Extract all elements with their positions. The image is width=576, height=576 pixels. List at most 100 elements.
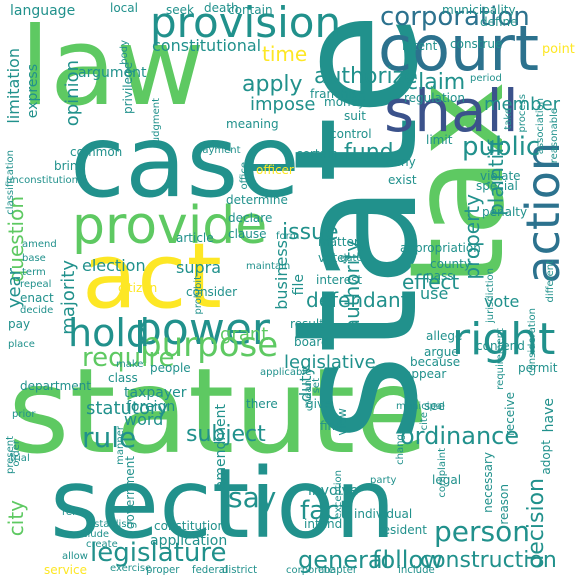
word-vote: vote [484, 292, 520, 311]
word-jurisdiction: jurisdiction [485, 268, 496, 323]
word-local: local [110, 1, 138, 15]
word-view: view [335, 408, 349, 436]
word-statutory: statutory [86, 398, 169, 419]
word-ordinance: ordinance [400, 422, 520, 450]
word-make: make [116, 359, 144, 370]
word-date: date [340, 253, 363, 264]
word-require: require [82, 343, 175, 373]
word-say: say [228, 481, 277, 514]
word-regulation: regulation [404, 91, 465, 105]
word-prohibit: prohibit [193, 276, 204, 315]
word-court: court [378, 12, 540, 85]
word-consider: consider [186, 285, 238, 299]
word-involve: involve [308, 483, 359, 499]
word-construction: construction [420, 548, 557, 573]
word-people: people [150, 361, 191, 375]
word-necessary: necessary [481, 452, 495, 513]
word-office: office [239, 162, 250, 190]
word-majority: majority [58, 260, 79, 335]
word-create: create [86, 539, 118, 550]
word-follow: follow [372, 546, 443, 574]
word-association: association [535, 98, 546, 155]
word-complaint: complaint [437, 448, 448, 498]
word-contain: contain [228, 3, 273, 17]
word-claim: claim [406, 70, 466, 95]
word-argue: argue [424, 345, 459, 359]
word-repeal: repeal [20, 279, 52, 290]
word-citizen: citizen [118, 281, 158, 295]
word-term: term [22, 267, 46, 278]
word-determine: determine [226, 193, 288, 207]
word-class: class [108, 371, 138, 385]
word-board: board [294, 335, 329, 349]
word-allege: allege [426, 329, 463, 343]
word-maintain: maintain [246, 261, 291, 272]
word-requirement: requirement [495, 328, 506, 390]
word-apply: apply [242, 72, 303, 97]
word-party: party [370, 475, 397, 486]
word-foreign: foreign [126, 399, 176, 415]
word-corporation: corporation [380, 2, 530, 32]
word-bring: bring [54, 159, 86, 173]
word-point: point [542, 42, 575, 57]
word-purpose: purpose [140, 325, 279, 365]
word-shall: shall [384, 77, 519, 145]
word-issue: issue [282, 220, 339, 245]
word-control: control [330, 127, 372, 141]
word-declare: declare [228, 211, 273, 225]
word-pass: pass [426, 269, 454, 283]
word-exist: exist [388, 173, 417, 187]
word-prior: prior [12, 409, 36, 420]
word-construe: construe [450, 37, 503, 51]
word-person: person [434, 515, 530, 548]
word-express: express [25, 64, 41, 119]
word-establish: establish [88, 519, 133, 530]
word-service: service [44, 563, 87, 576]
word-subject: subject [186, 422, 266, 447]
word-fact: fact [300, 496, 350, 526]
word-decide: decide [20, 305, 54, 316]
word-contend: contend [476, 339, 525, 353]
word-business: business [272, 240, 291, 310]
word-corporate: corporate [286, 565, 335, 576]
word-trial: trial [10, 453, 30, 464]
word-case: case [70, 103, 300, 220]
word-election: election [82, 256, 146, 275]
word-payment: payment [196, 145, 241, 156]
word-applicable: applicable [260, 367, 312, 378]
word-grant: grant [220, 324, 269, 345]
word-place: place [8, 339, 35, 350]
word-constitution: constitution [154, 519, 226, 533]
word-include: include [398, 565, 435, 576]
word-period: period [470, 73, 502, 84]
word-legal: legal [432, 473, 462, 487]
word-proper: proper [146, 565, 180, 576]
word-law: law [20, 5, 205, 130]
word-member: member [484, 94, 561, 115]
word-provision: provision [150, 0, 342, 47]
word-have: have [541, 398, 557, 433]
word-common: common [70, 145, 123, 159]
word-department: department [20, 379, 91, 393]
word-supra: supra [176, 258, 222, 277]
word-individual: individual [354, 507, 413, 521]
word-conclude: conclude [64, 529, 110, 540]
word-privilege: privilege [121, 62, 135, 115]
word-unconstitutional: unconstitutional [6, 175, 87, 186]
word-money: money [324, 95, 366, 109]
word-consideration: consideration [527, 308, 538, 376]
word-decision: decision [524, 478, 549, 569]
word-legislature: legislature [90, 538, 227, 568]
word-different: different [545, 260, 556, 303]
word-provide: provide [72, 196, 268, 256]
word-section: section [50, 448, 396, 560]
word-receive: receive [503, 392, 517, 436]
word-county: county [430, 257, 471, 271]
word-public: public [462, 132, 541, 162]
word-city: city [4, 500, 28, 537]
word-legislative: legislative [284, 352, 376, 373]
word-certain: certain [296, 147, 338, 161]
word-language: language [10, 3, 76, 19]
word-authorize: authorize [314, 64, 418, 89]
word-use: use [420, 284, 449, 303]
